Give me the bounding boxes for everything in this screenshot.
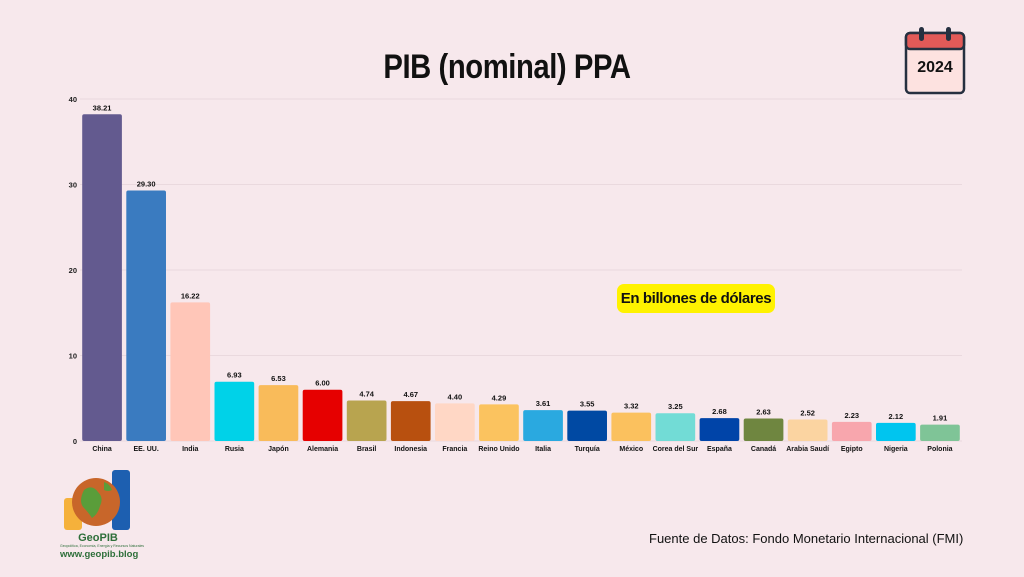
bar xyxy=(214,381,255,441)
geopib-logo: GeoPIB Geopolítica, Economía, Energía y … xyxy=(60,468,145,564)
y-tick-label: 20 xyxy=(69,266,77,275)
y-tick-label: 40 xyxy=(69,95,77,104)
category-label: Brasil xyxy=(357,446,377,453)
value-label: 2.68 xyxy=(712,407,727,416)
value-label: 3.25 xyxy=(668,402,683,411)
value-label: 2.12 xyxy=(889,412,904,421)
value-label: 3.61 xyxy=(536,399,551,408)
category-label: China xyxy=(92,446,112,453)
calendar-year: 2024 xyxy=(917,59,953,76)
category-label: México xyxy=(619,446,643,453)
category-label: Turquía xyxy=(575,446,600,453)
category-label: Italia xyxy=(535,446,551,453)
category-label: Polonia xyxy=(927,446,952,453)
category-label: Japón xyxy=(268,446,289,453)
category-label: Rusia xyxy=(225,446,244,453)
bar xyxy=(787,419,828,441)
bar xyxy=(82,114,122,441)
value-label: 4.40 xyxy=(448,392,463,401)
category-label: Indonesia xyxy=(394,446,427,453)
value-label: 29.30 xyxy=(137,179,156,188)
value-label: 4.29 xyxy=(492,393,507,402)
category-label: Egipto xyxy=(841,446,863,453)
bar xyxy=(258,385,299,441)
bar xyxy=(611,412,652,441)
value-labels: 38.21 29.30 16.22 6.93 6.53 6.00 4.74 4.67 4.40 4… xyxy=(93,103,948,422)
value-label: 6.00 xyxy=(315,379,330,388)
bar xyxy=(567,410,607,441)
category-labels: China EE. UU. India Rusia Japón Alemania Brasi… xyxy=(92,446,952,453)
logo-tagline: Geopolítica, Economía, Energía y Recurso… xyxy=(60,544,145,548)
bar xyxy=(302,389,343,441)
value-label: 4.67 xyxy=(403,390,418,399)
category-label: India xyxy=(182,446,198,453)
bar xyxy=(435,403,475,441)
category-label: Alemania xyxy=(307,446,338,453)
unit-annotation: En billones de dólares xyxy=(617,284,775,313)
category-label: Canadá xyxy=(751,446,776,453)
bar xyxy=(170,302,211,441)
category-label: Reino Unido xyxy=(478,446,519,453)
bar xyxy=(523,410,563,441)
data-source: Fuente de Datos: Fondo Monetario Interna… xyxy=(649,531,964,546)
value-label: 1.91 xyxy=(933,414,948,423)
y-tick-label: 0 xyxy=(73,437,77,446)
bar xyxy=(831,421,872,441)
logo-name: GeoPIB xyxy=(78,532,118,544)
bar xyxy=(743,418,784,441)
bars xyxy=(82,114,960,441)
calendar-icon: 2024 xyxy=(904,27,966,95)
y-axis-ticks: 0 10 20 30 40 xyxy=(69,95,77,446)
bar xyxy=(876,422,916,441)
bar xyxy=(390,401,431,441)
bar xyxy=(920,424,960,441)
value-label: 2.63 xyxy=(756,408,771,417)
logo-url: www.geopib.blog xyxy=(60,549,139,560)
bar xyxy=(479,404,519,441)
value-label: 2.52 xyxy=(800,408,815,417)
chart-title: PIB (nominal) PPA xyxy=(383,48,631,86)
category-label: Nigeria xyxy=(884,446,908,453)
value-label: 16.22 xyxy=(181,291,200,300)
value-label: 4.74 xyxy=(359,389,374,398)
y-tick-label: 10 xyxy=(69,352,77,361)
category-label: Arabia Saudí xyxy=(786,446,830,453)
bar xyxy=(655,413,696,441)
y-tick-label: 30 xyxy=(69,181,77,190)
category-label: Corea del Sur xyxy=(653,446,699,453)
value-label: 38.21 xyxy=(93,103,112,112)
category-label: EE. UU. xyxy=(134,446,159,453)
grid-lines xyxy=(80,98,962,442)
value-label: 3.32 xyxy=(624,402,639,411)
category-label: Francia xyxy=(442,446,467,453)
value-label: 2.23 xyxy=(844,411,859,420)
bar xyxy=(699,418,740,441)
value-label: 6.93 xyxy=(227,371,242,380)
value-label: 6.53 xyxy=(271,374,286,383)
bar xyxy=(126,190,166,441)
category-label: España xyxy=(707,446,732,453)
bar xyxy=(346,400,387,441)
value-label: 3.55 xyxy=(580,400,595,409)
